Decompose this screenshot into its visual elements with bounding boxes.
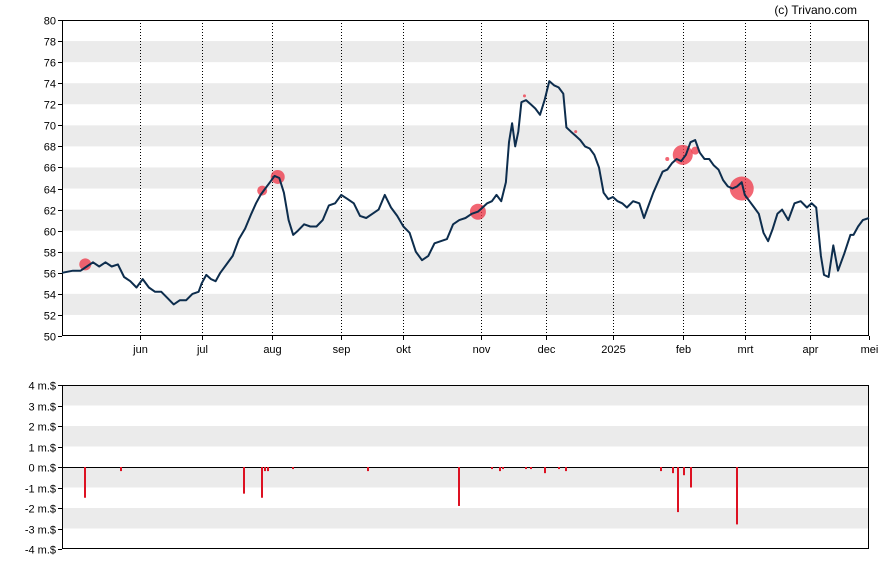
volume-bar: [502, 467, 504, 470]
x-tick-label: feb: [676, 344, 691, 356]
x-tick-label: nov: [473, 344, 491, 356]
y-tick-label: 72: [44, 100, 56, 112]
volume-bar: [491, 467, 493, 470]
credit-label: (c) Trivano.com: [774, 3, 857, 17]
x-tick-label: 2025: [601, 344, 625, 356]
price-line: [61, 80, 870, 306]
y-tick-label: 52: [44, 311, 56, 323]
volume-tick-label: -3 m.$: [25, 525, 56, 537]
x-tick-label: apr: [803, 344, 819, 356]
volume-bars: [84, 467, 738, 525]
volume-bar: [292, 467, 294, 470]
volume-bar: [243, 467, 245, 494]
y-tick-label: 50: [44, 332, 56, 344]
trade-marker: [522, 94, 526, 98]
x-tick-label: sep: [333, 344, 351, 356]
volume-bar: [544, 467, 546, 474]
price-band: [62, 293, 869, 315]
price-band: [62, 83, 869, 105]
volume-bar: [690, 467, 692, 488]
trade-marker: [729, 176, 754, 201]
volume-bar: [458, 467, 460, 506]
volume-bar: [499, 467, 501, 472]
volume-bar: [367, 467, 369, 472]
volume-bar: [565, 467, 567, 472]
volume-band: [62, 426, 869, 447]
y-tick-label: 58: [44, 248, 56, 260]
price-panel-frame: [62, 20, 869, 336]
volume-bar: [261, 467, 263, 498]
y-tick-label: 74: [44, 79, 56, 91]
volume-tick-label: 4 m.$: [28, 381, 56, 393]
volume-tick-label: 2 m.$: [28, 422, 56, 434]
x-tick-label: aug: [263, 344, 281, 356]
x-tick-label: dec: [538, 344, 556, 356]
volume-tick-label: -4 m.$: [25, 545, 56, 557]
volume-bar: [736, 467, 738, 525]
volume-bar: [677, 467, 679, 513]
price-y-axis: 50 52 54 56 58 60 62 64 66 68 70 72 74 76 78 80: [44, 16, 62, 344]
volume-bar: [660, 467, 662, 472]
volume-bar: [525, 467, 527, 470]
volume-bar: [683, 467, 685, 476]
volume-tick-label: 1 m.$: [28, 443, 56, 455]
y-tick-label: 76: [44, 58, 56, 70]
trade-marker: [672, 144, 693, 165]
volume-panel-frame: [62, 385, 869, 549]
volume-bar: [120, 467, 122, 472]
volume-bar: [672, 467, 674, 474]
price-band: [62, 209, 869, 231]
volume-tick-label: -1 m.$: [25, 484, 56, 496]
trade-marker: [665, 157, 670, 162]
x-tick-label: mei: [861, 344, 879, 356]
volume-bar: [84, 467, 86, 498]
volume-band: [62, 467, 869, 488]
y-tick-label: 62: [44, 206, 56, 218]
y-tick-label: 56: [44, 269, 56, 281]
price-band: [62, 251, 869, 273]
price-panel-bands: [62, 41, 869, 315]
y-tick-label: 80: [44, 16, 56, 28]
volume-band: [62, 385, 869, 406]
volume-bar: [267, 467, 269, 472]
x-tick-label: jul: [196, 344, 208, 356]
volume-bar: [558, 467, 560, 470]
trade-marker: [574, 130, 578, 134]
y-tick-label: 60: [44, 227, 56, 239]
y-tick-label: 68: [44, 142, 56, 154]
x-tick-label: mrt: [738, 344, 754, 356]
volume-tick-label: 3 m.$: [28, 402, 56, 414]
x-tick-label: okt: [396, 344, 411, 356]
y-tick-label: 54: [44, 290, 56, 302]
volume-tick-label: 0 m.$: [28, 463, 56, 475]
price-frame-border: [62, 20, 869, 336]
price-band: [62, 41, 869, 63]
volume-tick-label: -2 m.$: [25, 504, 56, 516]
y-tick-label: 64: [44, 185, 56, 197]
x-tick-label: jun: [132, 344, 148, 356]
volume-bar: [264, 467, 266, 472]
y-tick-label: 70: [44, 121, 56, 133]
volume-panel-bands: [62, 385, 869, 529]
volume-bar: [530, 467, 532, 470]
trade-marker: [691, 146, 700, 155]
y-tick-label: 78: [44, 37, 56, 49]
y-tick-label: 66: [44, 163, 56, 175]
trade-marker: [79, 258, 92, 271]
volume-y-axis: 4 m.$ 3 m.$ 2 m.$ 1 m.$ 0 m.$ -1 m.$ -2 m.$ -3 …: [25, 381, 62, 557]
price-band: [62, 167, 869, 189]
month-x-axis: jun jul aug sep okt nov dec 2025 feb mrt apr mei: [132, 336, 878, 356]
volume-band: [62, 508, 869, 529]
price-band: [62, 125, 869, 147]
